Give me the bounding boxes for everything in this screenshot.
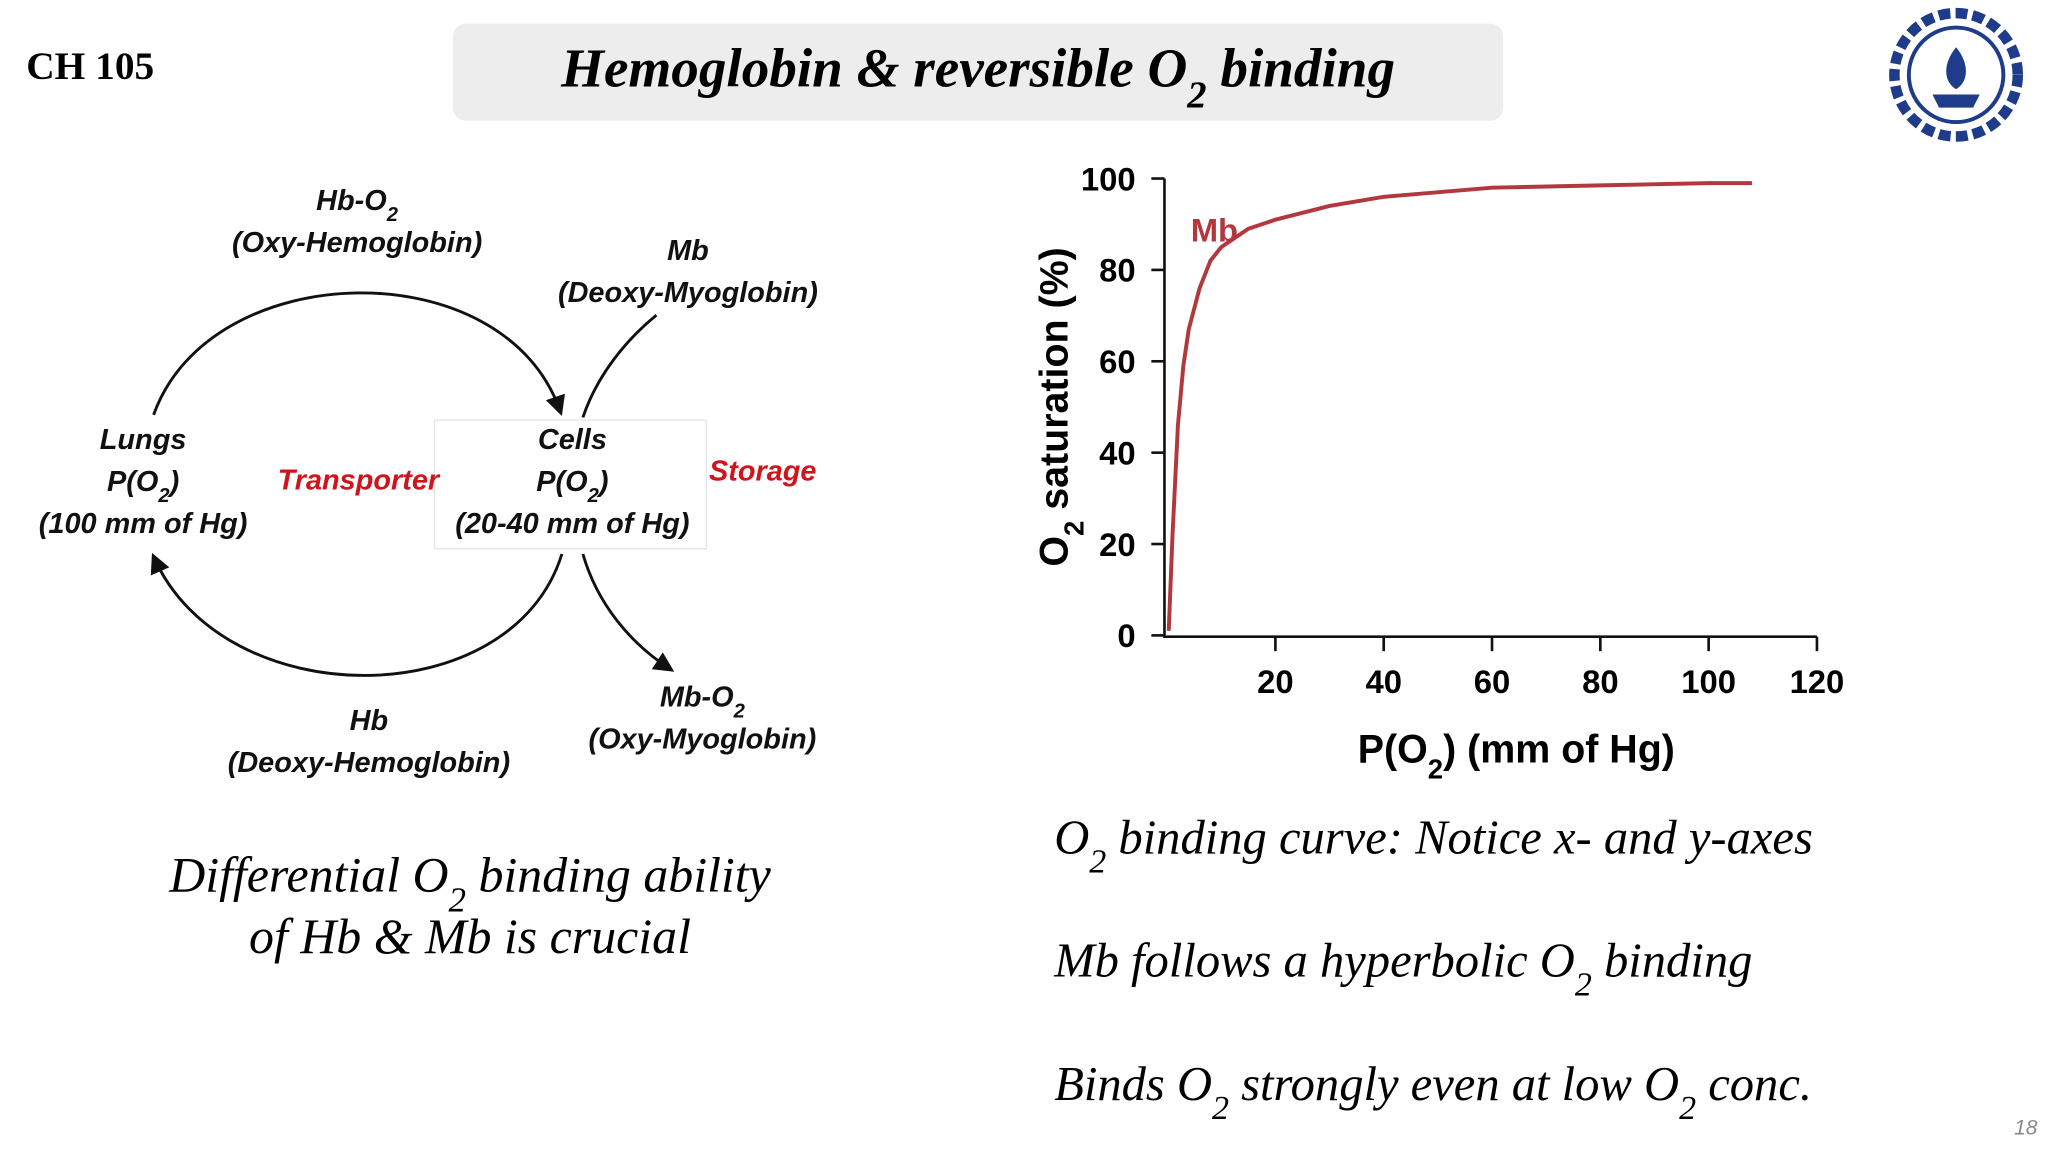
arrow — [581, 553, 675, 672]
arrow — [152, 291, 565, 417]
text-run: Hb — [350, 705, 389, 737]
text-run: Cells — [538, 424, 607, 456]
page-number: 18 — [2014, 1116, 2038, 1139]
text-run: (Oxy-Myoglobin) — [588, 723, 816, 755]
subscript: 2 — [1428, 753, 1443, 784]
data-line — [1166, 181, 1752, 631]
subscript: 2 — [1058, 521, 1089, 536]
text-run: strongly even at low O — [1229, 1057, 1679, 1111]
subscript: 2 — [733, 700, 746, 722]
logo — [1889, 7, 2024, 142]
text-run: (20-40 mm of Hg) — [455, 508, 689, 540]
text-run: binding curve: Notice x- and y-axes — [1106, 810, 1813, 864]
y-tick-label: 20 — [1099, 526, 1136, 563]
x-tick-label: 80 — [1582, 663, 1619, 700]
node-label: Cells — [538, 424, 607, 456]
text-run: binding ability — [466, 847, 772, 902]
text-run: Transporter — [278, 465, 441, 497]
subscript: 2 — [157, 485, 170, 507]
subscript: 2 — [449, 880, 466, 919]
text-run: O — [1032, 536, 1076, 567]
node-label: (Oxy-Myoglobin) — [588, 723, 816, 755]
node-label: (Oxy-Hemoglobin) — [232, 227, 482, 259]
x-axis-label: P(O2) (mm of Hg) — [1358, 728, 1675, 785]
arrow — [150, 552, 564, 677]
y-tick-label: 0 — [1117, 617, 1135, 654]
node-label: Hb-O2 — [316, 185, 399, 226]
bullet: Binds O2 strongly even at low O2 conc. — [1054, 1057, 1812, 1127]
node-label: P(O2) — [107, 466, 179, 507]
summary-line: Differential O2 binding ability — [168, 847, 771, 919]
y-tick-label: 100 — [1081, 160, 1136, 197]
bullet: Mb follows a hyperbolic O2 binding — [1053, 934, 1752, 1004]
text-run: Binds O — [1054, 1057, 1212, 1111]
text-run: saturation (%) — [1032, 247, 1076, 520]
node-label: P(O2) — [536, 466, 608, 507]
slide-title: Hemoglobin & reversible O2 binding — [560, 38, 1395, 117]
subscript: 2 — [1679, 1090, 1696, 1127]
text-run: Mb follows a hyperbolic O — [1053, 934, 1575, 988]
subscript: 2 — [587, 485, 600, 507]
subscript: 2 — [1186, 75, 1206, 117]
x-tick-label: 40 — [1365, 663, 1402, 700]
node-label: Lungs — [100, 424, 187, 456]
text-run: ) (mm of Hg) — [1443, 728, 1675, 772]
text-run: conc. — [1696, 1057, 1812, 1111]
node-label: Transporter — [278, 465, 441, 497]
node-label: (20-40 mm of Hg) — [455, 508, 689, 540]
text-run: O — [1054, 810, 1089, 864]
node-label: Mb — [667, 235, 709, 267]
cells-box — [433, 419, 707, 550]
text-run: Lungs — [100, 424, 187, 456]
diagram: Hb-O2(Oxy-Hemoglobin) Mb(Deoxy-Myoglobin)… — [39, 185, 818, 779]
bullet: O2 binding curve: Notice x- and y-axes — [1054, 810, 1813, 880]
text-run: Hemoglobin & reversible O — [560, 38, 1187, 99]
text-run: Storage — [709, 455, 817, 487]
text-run: (Deoxy-Hemoglobin) — [228, 747, 510, 779]
text-run: binding — [1207, 38, 1395, 99]
subscript: 2 — [386, 204, 399, 226]
subscript: 2 — [1575, 966, 1592, 1003]
x-tick-label: 100 — [1681, 663, 1736, 700]
text-run: binding — [1592, 934, 1753, 988]
y-axis-label: O2 saturation (%) — [1032, 247, 1089, 566]
text-run: Mb-O — [660, 681, 734, 713]
course-code: CH 105 — [26, 44, 154, 88]
series-label: Mb — [1191, 212, 1238, 249]
arrow — [581, 313, 658, 418]
text-run: P(O — [536, 466, 587, 498]
text-run: of Hb & Mb is crucial — [249, 909, 691, 964]
node-label: Hb — [350, 705, 389, 737]
node-label: Storage — [709, 455, 817, 487]
text-run: (Deoxy-Myoglobin) — [558, 277, 818, 309]
text-run: Mb — [667, 235, 709, 267]
node-label: Mb-O2 — [660, 681, 746, 722]
x-tick-label: 20 — [1257, 663, 1294, 700]
x-tick-label: 120 — [1790, 663, 1845, 700]
summary-line: of Hb & Mb is crucial — [249, 909, 691, 964]
text-run: P(O — [107, 466, 158, 498]
text-run: Hb-O — [316, 185, 387, 217]
node-label: (100 mm of Hg) — [39, 508, 248, 540]
text-run: (100 mm of Hg) — [39, 508, 248, 540]
title-brush — [452, 23, 1504, 121]
y-tick-label: 40 — [1099, 434, 1136, 471]
text-run: (Oxy-Hemoglobin) — [232, 227, 482, 259]
y-tick-label: 60 — [1099, 343, 1136, 380]
x-tick-label: 60 — [1474, 663, 1511, 700]
subscript: 2 — [1089, 843, 1106, 880]
text-run: P(O — [1358, 728, 1428, 772]
text-run: ) — [167, 466, 180, 498]
node-label: (Deoxy-Myoglobin) — [558, 277, 818, 309]
subscript: 2 — [1212, 1090, 1229, 1127]
text-run: ) — [596, 466, 609, 498]
text-run: Differential O — [168, 847, 448, 902]
y-tick-label: 80 — [1099, 252, 1136, 289]
node-label: (Deoxy-Hemoglobin) — [228, 747, 510, 779]
